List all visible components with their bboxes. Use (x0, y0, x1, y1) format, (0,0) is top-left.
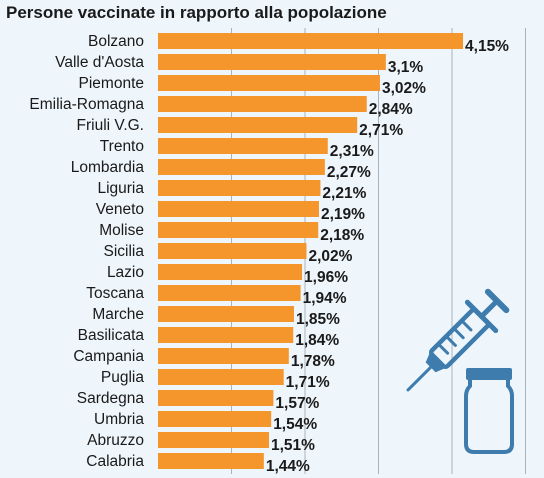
category-label: Basilicata (78, 327, 145, 344)
value-label: 1,51% (271, 437, 315, 454)
value-label: 2,71% (359, 122, 403, 139)
value-label: 2,19% (321, 206, 365, 223)
category-label: Bolzano (88, 33, 144, 50)
value-label: 4,15% (465, 38, 509, 55)
value-label: 1,85% (296, 311, 340, 328)
bar (158, 390, 274, 406)
value-label: 2,27% (327, 164, 371, 181)
category-labels: Bolzano Valle d'Aosta Piemonte Emilia-Romag… (29, 33, 144, 470)
value-label: 3,1% (388, 59, 424, 76)
category-label: Umbria (94, 411, 144, 428)
category-label: Abruzzo (87, 432, 144, 449)
bar (158, 54, 386, 70)
category-label: Sardegna (77, 390, 145, 407)
bar (158, 138, 328, 154)
value-label: 1,94% (303, 290, 347, 307)
value-label: 3,02% (382, 80, 426, 97)
value-label: 2,21% (322, 185, 366, 202)
syringe-icon (406, 288, 514, 454)
value-label: 2,84% (369, 101, 413, 118)
value-label: 1,78% (291, 353, 335, 370)
bar (158, 264, 303, 280)
value-label: 2,18% (320, 227, 364, 244)
bars (158, 33, 464, 469)
bar (158, 75, 380, 91)
bar (158, 201, 319, 217)
value-label: 1,54% (273, 416, 317, 433)
bar (158, 306, 294, 322)
bar (158, 159, 325, 175)
vial-icon (464, 368, 514, 454)
category-label: Lazio (107, 264, 144, 281)
category-label: Liguria (97, 180, 144, 197)
category-label: Campania (73, 348, 144, 365)
value-label: 1,84% (295, 332, 339, 349)
category-label: Toscana (86, 285, 144, 302)
bar (158, 285, 301, 301)
category-label: Piemonte (79, 75, 144, 92)
bar (158, 348, 289, 364)
bar (158, 327, 294, 343)
category-label: Trento (100, 138, 144, 155)
value-label: 1,44% (266, 458, 310, 475)
category-label: Marche (92, 306, 144, 323)
bar (158, 432, 269, 448)
category-label: Valle d'Aosta (55, 54, 144, 71)
value-labels: 4,15% 3,1% 3,02% 2,84% 2,71% 2,31% 2,27% 2,21% 2… (266, 38, 509, 475)
bar (158, 96, 367, 112)
bar (158, 33, 464, 49)
bar (158, 117, 358, 133)
bar (158, 411, 272, 427)
chart-title: Persone vaccinate in rapporto alla popol… (6, 3, 387, 22)
value-label: 2,31% (330, 143, 374, 160)
category-label: Veneto (96, 201, 144, 218)
bar (158, 222, 319, 238)
value-label: 1,71% (286, 374, 330, 391)
category-label: Lombardia (71, 159, 145, 176)
value-label: 1,96% (304, 269, 348, 286)
bar (158, 180, 321, 196)
bar (158, 453, 264, 469)
value-label: 2,02% (308, 248, 352, 265)
bar (158, 369, 284, 385)
bar (158, 243, 307, 259)
category-label: Molise (99, 222, 144, 239)
category-label: Emilia-Romagna (29, 96, 144, 113)
category-label: Calabria (86, 453, 144, 470)
category-label: Friuli V.G. (77, 117, 144, 134)
category-label: Puglia (101, 369, 144, 386)
category-label: Sicilia (104, 243, 145, 260)
value-label: 1,57% (275, 395, 319, 412)
